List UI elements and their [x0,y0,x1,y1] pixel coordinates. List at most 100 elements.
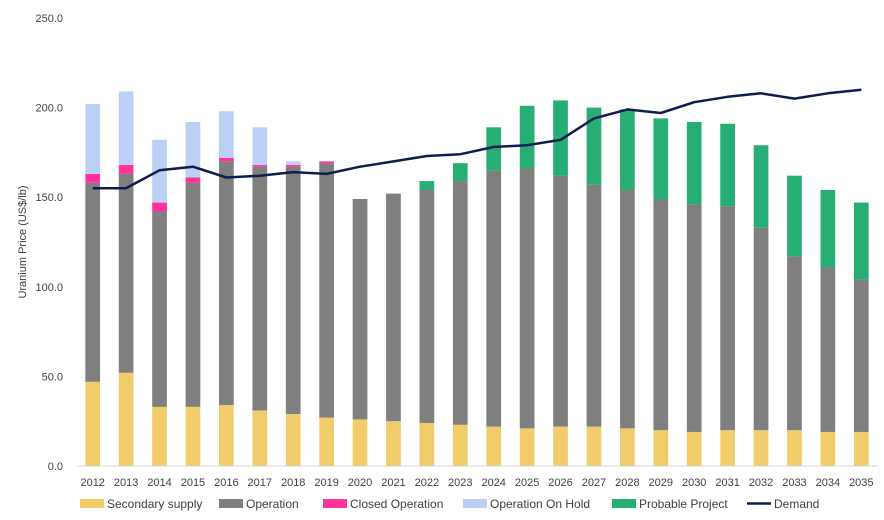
stacked-bars [85,91,869,466]
legend-swatch-operation-on-hold [463,499,487,508]
bar-operation-on-hold-2013 [118,91,134,165]
x-tick-label-2016: 2016 [214,477,238,489]
x-tick-label-2024: 2024 [481,477,505,489]
legend-swatch-operation [219,499,243,508]
bar-operation-2014 [152,211,167,407]
bar-operation-2016 [219,161,234,406]
x-tick-label-2029: 2029 [649,477,673,489]
x-tick-label-2015: 2015 [181,477,205,489]
x-tick-label-2023: 2023 [448,477,472,489]
x-tick-label-2014: 2014 [147,477,171,489]
bar-operation-2035 [853,279,869,432]
x-tick-label-2022: 2022 [415,477,439,489]
legend-label-probable-project: Probable Project [639,497,728,511]
y-axis-title: Uranium Price (US$/lb) [17,185,29,298]
bar-operation-2031 [720,206,735,431]
bar-secondary-supply-2028 [620,428,635,466]
bar-operation-2021 [386,193,401,422]
bar-operation-2025 [519,168,535,429]
x-tick-label-2018: 2018 [281,477,305,489]
bar-secondary-supply-2029 [653,430,669,466]
bar-secondary-supply-2013 [118,372,134,466]
bar-probable-project-2026 [553,100,568,176]
bar-probable-project-2035 [853,202,869,280]
x-tick-label-2033: 2033 [782,477,806,489]
bar-operation-2026 [553,175,568,427]
bar-operation-2029 [653,198,669,431]
bar-operation-2027 [586,184,602,427]
bar-secondary-supply-2030 [686,431,702,466]
x-axis-ticks: 2012 2013 2014 2015 2016 2017 2018 2019 2020 2021… [80,477,873,489]
bar-probable-project-2024 [486,127,502,171]
bar-probable-project-2032 [753,145,769,228]
x-tick-label-2013: 2013 [114,477,138,489]
bar-secondary-supply-2019 [319,417,334,466]
x-tick-label-2034: 2034 [816,477,840,489]
legend-swatch-closed-operation [323,499,347,508]
bar-operation-2028 [620,190,635,429]
bar-closed-operation-2015 [185,177,201,183]
bar-closed-operation-2019 [319,161,334,164]
bar-operation-2023 [452,181,468,425]
bar-operation-2013 [118,173,134,373]
bar-probable-project-2023 [452,163,468,182]
bar-operation-2019 [319,163,334,418]
bar-operation-2012 [85,182,101,382]
bar-operation-on-hold-2016 [219,111,234,158]
bar-operation-2017 [252,166,268,411]
bar-secondary-supply-2032 [753,430,769,466]
x-tick-label-2035: 2035 [849,477,873,489]
bar-probable-project-2034 [820,190,836,268]
x-tick-label-2017: 2017 [248,477,272,489]
bar-operation-on-hold-2012 [85,104,101,174]
legend-label-operation-on-hold: Operation On Hold [490,497,590,511]
x-tick-label-2032: 2032 [749,477,773,489]
bar-secondary-supply-2022 [419,422,435,466]
x-tick-label-2020: 2020 [348,477,372,489]
bar-probable-project-2025 [519,105,535,169]
bar-secondary-supply-2017 [252,410,268,466]
bar-secondary-supply-2033 [787,430,802,466]
bar-operation-on-hold-2015 [185,121,201,178]
bar-secondary-supply-2031 [720,430,735,466]
bar-operation-2022 [419,190,435,423]
legend-label-closed-operation: Closed Operation [350,497,443,511]
bar-secondary-supply-2018 [285,414,301,466]
bar-secondary-supply-2020 [352,419,368,466]
bar-probable-project-2028 [620,109,635,191]
legend-label-secondary-supply: Secondary supply [107,497,202,511]
bar-secondary-supply-2034 [820,431,836,466]
bar-probable-project-2030 [686,121,702,205]
bar-secondary-supply-2024 [486,426,502,466]
bar-probable-project-2031 [720,123,735,207]
bar-secondary-supply-2012 [85,381,101,466]
y-tick-label: 50.0 [42,371,63,383]
bar-closed-operation-2016 [219,157,234,162]
bar-secondary-supply-2023 [452,424,468,466]
bar-probable-project-2027 [586,107,602,185]
bar-closed-operation-2013 [118,164,134,174]
x-tick-label-2021: 2021 [381,477,405,489]
bar-operation-2015 [185,182,201,407]
x-tick-label-2028: 2028 [615,477,639,489]
bar-operation-2030 [686,204,702,432]
bar-secondary-supply-2025 [519,428,535,466]
bar-operation-2034 [820,267,836,432]
legend-swatch-probable-project [612,499,636,508]
legend: Secondary supply Operation Closed Operatio… [80,497,819,511]
y-axis-ticks: 0.0 50.0 100.0 150.0 200.0 250.0 [35,13,63,473]
legend-label-demand: Demand [774,497,819,511]
x-tick-label-2019: 2019 [314,477,338,489]
bar-operation-on-hold-2017 [252,127,268,165]
bar-secondary-supply-2016 [219,405,234,466]
bar-secondary-supply-2035 [853,431,869,466]
x-tick-label-2027: 2027 [582,477,606,489]
bar-operation-2020 [352,198,368,420]
bar-operation-2018 [285,166,301,415]
legend-swatch-secondary-supply [80,499,104,508]
bar-closed-operation-2017 [252,164,268,167]
bar-secondary-supply-2015 [185,406,201,466]
x-tick-label-2026: 2026 [548,477,572,489]
y-tick-label: 200.0 [35,103,63,115]
y-tick-label: 150.0 [35,192,63,204]
